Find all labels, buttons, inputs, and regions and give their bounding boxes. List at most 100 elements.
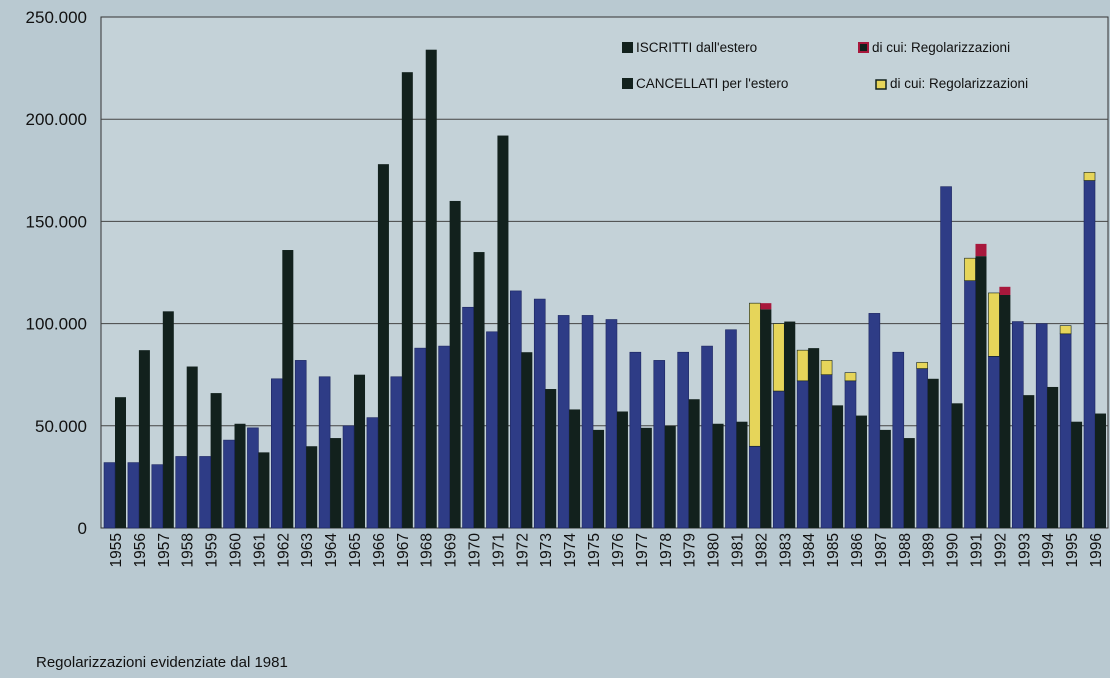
x-tick-label: 1985 <box>825 533 842 567</box>
bar-iscritti <box>473 252 485 528</box>
x-tick-label: 1968 <box>419 533 436 567</box>
bar-iscritti <box>903 438 915 528</box>
bar-iscritti <box>593 429 605 528</box>
x-tick-label: 1989 <box>921 533 938 567</box>
bar-cancellati-regolarizzazioni <box>1083 172 1096 181</box>
x-tick-label: 1971 <box>490 533 507 567</box>
bar-cancellati-regolarizzazioni <box>964 257 976 281</box>
x-tick-label: 1976 <box>610 533 627 567</box>
x-tick-label: 1966 <box>371 533 388 567</box>
bar-iscritti <box>616 411 628 528</box>
x-tick-label: 1965 <box>347 533 364 567</box>
bar-iscritti <box>1095 413 1106 528</box>
x-tick-label: 1972 <box>514 533 531 567</box>
bar-iscritti-regolarizzazioni <box>760 303 772 310</box>
x-tick-label: 1986 <box>849 533 866 567</box>
legend-label-cancellati-regolarizzazioni: di cui: Regolarizzazioni <box>890 76 1028 91</box>
bar-cancellati <box>581 315 594 529</box>
bar-iscritti <box>497 135 509 528</box>
x-tick-label: 1960 <box>228 533 245 568</box>
bar-cancellati <box>1059 333 1072 529</box>
x-tick-label: 1994 <box>1040 533 1057 568</box>
bar-iscritti <box>975 256 987 528</box>
x-tick-label: 1961 <box>251 533 268 567</box>
y-tick-label: 200.000 <box>26 110 87 129</box>
bar-cancellati <box>796 380 809 529</box>
bar-iscritti <box>688 399 700 528</box>
legend-swatch-iscritti <box>622 42 633 53</box>
x-tick-label: 1983 <box>777 533 794 567</box>
bar-cancellati-regolarizzazioni <box>844 372 857 382</box>
bar-cancellati-regolarizzazioni <box>988 292 1000 357</box>
bar-cancellati <box>318 376 331 529</box>
x-tick-label: 1959 <box>204 533 221 567</box>
bar-iscritti <box>736 421 748 528</box>
x-tick-label: 1992 <box>992 533 1009 567</box>
bar-iscritti <box>210 393 222 528</box>
bar-cancellati <box>294 360 307 529</box>
x-tick-label: 1987 <box>873 533 890 567</box>
legend-label-iscritti-regolarizzazioni: di cui: Regolarizzazioni <box>872 40 1010 55</box>
bar-cancellati <box>868 313 881 529</box>
x-tick-label: 1978 <box>658 533 675 567</box>
bar-iscritti <box>1047 386 1059 528</box>
bar-cancellati <box>557 315 570 529</box>
bar-cancellati <box>175 456 188 529</box>
bar-iscritti <box>832 405 844 528</box>
chart-footnote: Regolarizzazioni evidenziate dal 1981 <box>36 654 288 671</box>
bar-cancellati <box>964 280 976 529</box>
x-tick-label: 1988 <box>897 533 914 567</box>
x-tick-label: 1996 <box>1088 533 1105 567</box>
x-tick-label: 1982 <box>753 533 770 567</box>
x-tick-label: 1984 <box>801 533 818 568</box>
bar-iscritti <box>162 311 174 528</box>
plot-area <box>100 16 1109 529</box>
bar-iscritti <box>760 309 772 528</box>
x-tick-label: 1958 <box>180 533 197 567</box>
bar-cancellati <box>892 351 905 529</box>
x-tick-label: 1969 <box>443 533 460 567</box>
bar-cancellati <box>820 374 833 529</box>
x-axis: 1955 1956 1957 1958 1959 1960 1961 1962 1963 1964… <box>108 533 1105 568</box>
x-tick-label: 1955 <box>108 533 125 567</box>
bar-cancellati <box>772 390 785 529</box>
bar-cancellati <box>342 425 355 529</box>
x-tick-label: 1970 <box>467 533 484 568</box>
bar-cancellati <box>271 378 283 529</box>
bar-cancellati <box>653 360 666 529</box>
x-tick-label: 1964 <box>323 533 340 568</box>
bar-cancellati <box>1035 323 1048 529</box>
legend-label-iscritti: ISCRITTI dall'estero <box>636 40 757 55</box>
bar-iscritti <box>234 423 246 528</box>
bar-cancellati <box>629 351 642 529</box>
bar-cancellati <box>438 345 450 529</box>
y-tick-label: 150.000 <box>26 212 87 231</box>
bar-cancellati <box>199 456 211 529</box>
bar-iscritti <box>521 352 533 528</box>
bar-cancellati <box>844 380 857 529</box>
bar-iscritti <box>1071 421 1083 528</box>
bar-iscritti <box>808 348 820 528</box>
bar-iscritti <box>784 321 796 528</box>
x-tick-label: 1980 <box>706 533 723 568</box>
legend-swatch-iscritti-regolarizzazioni <box>858 42 869 53</box>
x-tick-label: 1956 <box>132 533 149 567</box>
y-axis: 0 50.000 100.000 150.000 200.000 250.000 <box>26 8 87 538</box>
bar-cancellati <box>749 445 761 529</box>
x-tick-label: 1981 <box>729 533 746 567</box>
bar-cancellati <box>701 345 713 529</box>
bar-iscritti <box>115 397 126 528</box>
bar-iscritti-regolarizzazioni <box>975 243 987 257</box>
bar-cancellati <box>127 462 140 529</box>
bar-cancellati <box>103 462 116 529</box>
bar-cancellati-regolarizzazioni <box>1059 325 1072 335</box>
bar-cancellati <box>223 439 235 529</box>
bar-cancellati <box>366 417 379 529</box>
bar-iscritti <box>449 200 461 528</box>
bar-iscritti <box>186 366 198 528</box>
bar-cancellati <box>510 290 522 529</box>
bar-iscritti <box>354 374 366 528</box>
x-tick-label: 1974 <box>562 533 579 568</box>
y-tick-label: 100.000 <box>26 315 87 334</box>
